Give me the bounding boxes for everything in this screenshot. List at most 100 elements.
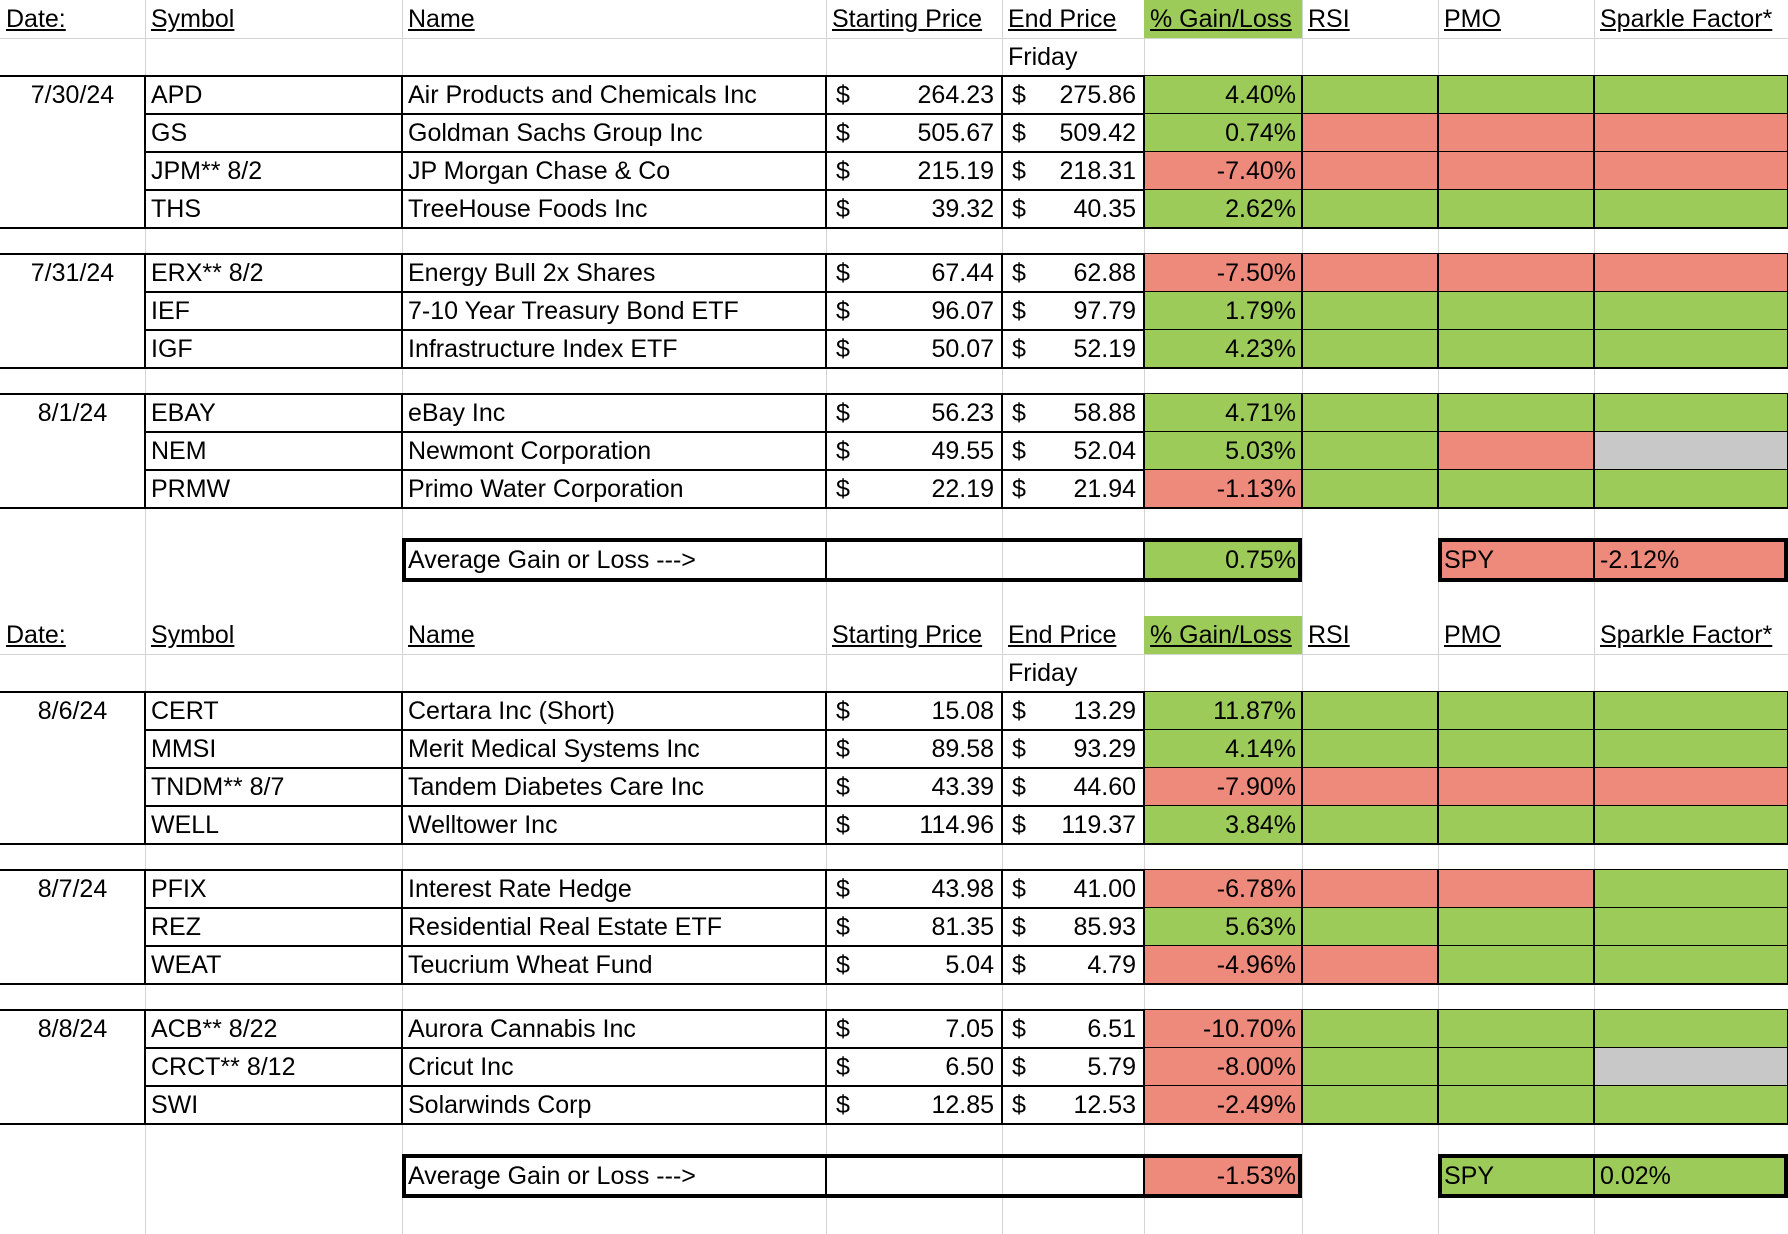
rsi-status-cell[interactable] xyxy=(1302,432,1438,470)
rsi-status-cell[interactable] xyxy=(1302,692,1438,730)
end-price-cell[interactable]: $275.86 xyxy=(1002,76,1144,114)
symbol-cell[interactable]: SWI xyxy=(151,1090,199,1119)
rsi-status-cell[interactable] xyxy=(1302,330,1438,368)
rsi-status-cell[interactable] xyxy=(1302,730,1438,768)
starting-price-cell[interactable]: $114.96 xyxy=(826,806,1002,844)
header-pmo[interactable]: PMO xyxy=(1444,620,1501,649)
end-price-cell[interactable]: $12.53 xyxy=(1002,1086,1144,1124)
pmo-status-cell[interactable] xyxy=(1438,394,1594,432)
spy-value[interactable]: -2.12% xyxy=(1594,538,1788,582)
pmo-status-cell[interactable] xyxy=(1438,292,1594,330)
pmo-status-cell[interactable] xyxy=(1438,768,1594,806)
header-pmo[interactable]: PMO xyxy=(1444,4,1501,33)
symbol-cell[interactable]: NEM xyxy=(151,436,207,465)
gain-loss-cell[interactable]: -4.96% xyxy=(1144,946,1302,984)
end-price-cell[interactable]: $218.31 xyxy=(1002,152,1144,190)
symbol-cell[interactable]: GS xyxy=(151,118,188,147)
spy-label[interactable]: SPY xyxy=(1438,538,1594,582)
sparkle-factor-status-cell[interactable] xyxy=(1594,1086,1788,1124)
starting-price-cell[interactable]: $43.39 xyxy=(826,768,1002,806)
sparkle-factor-status-cell[interactable] xyxy=(1594,330,1788,368)
symbol-cell[interactable]: MMSI xyxy=(151,734,217,763)
pmo-status-cell[interactable] xyxy=(1438,254,1594,292)
pmo-status-cell[interactable] xyxy=(1438,1010,1594,1048)
date-cell[interactable]: 8/8/24 xyxy=(37,1014,108,1043)
starting-price-cell[interactable]: $96.07 xyxy=(826,292,1002,330)
sparkle-factor-status-cell[interactable] xyxy=(1594,730,1788,768)
pmo-status-cell[interactable] xyxy=(1438,730,1594,768)
symbol-cell[interactable]: JPM** 8/2 xyxy=(151,156,263,185)
gain-loss-cell[interactable]: -7.50% xyxy=(1144,254,1302,292)
sparkle-factor-status-cell[interactable] xyxy=(1594,76,1788,114)
header-date[interactable]: Date: xyxy=(6,4,66,33)
starting-price-cell[interactable]: $264.23 xyxy=(826,76,1002,114)
name-cell[interactable]: Merit Medical Systems Inc xyxy=(408,734,700,763)
starting-price-cell[interactable]: $49.55 xyxy=(826,432,1002,470)
pmo-status-cell[interactable] xyxy=(1438,908,1594,946)
gain-loss-cell[interactable]: 4.71% xyxy=(1144,394,1302,432)
symbol-cell[interactable]: CRCT** 8/12 xyxy=(151,1052,296,1081)
name-cell[interactable]: Goldman Sachs Group Inc xyxy=(408,118,703,147)
pmo-status-cell[interactable] xyxy=(1438,470,1594,508)
end-price-cell[interactable]: $97.79 xyxy=(1002,292,1144,330)
end-price-cell[interactable]: $44.60 xyxy=(1002,768,1144,806)
symbol-cell[interactable]: ERX** 8/2 xyxy=(151,258,264,287)
starting-price-cell[interactable]: $7.05 xyxy=(826,1010,1002,1048)
name-cell[interactable]: Newmont Corporation xyxy=(408,436,652,465)
gain-loss-cell[interactable]: -2.49% xyxy=(1144,1086,1302,1124)
name-cell[interactable]: Teucrium Wheat Fund xyxy=(408,950,653,979)
pmo-status-cell[interactable] xyxy=(1438,190,1594,228)
gain-loss-cell[interactable]: 5.03% xyxy=(1144,432,1302,470)
rsi-status-cell[interactable] xyxy=(1302,114,1438,152)
name-cell[interactable]: Infrastructure Index ETF xyxy=(408,334,678,363)
rsi-status-cell[interactable] xyxy=(1302,768,1438,806)
starting-price-cell[interactable]: $81.35 xyxy=(826,908,1002,946)
gain-loss-cell[interactable]: 11.87% xyxy=(1144,692,1302,730)
name-cell[interactable]: Cricut Inc xyxy=(408,1052,514,1081)
end-price-cell[interactable]: $93.29 xyxy=(1002,730,1144,768)
header-end-price[interactable]: End Price xyxy=(1008,620,1117,649)
starting-price-cell[interactable]: $15.08 xyxy=(826,692,1002,730)
starting-price-cell[interactable]: $67.44 xyxy=(826,254,1002,292)
symbol-cell[interactable]: ACB** 8/22 xyxy=(151,1014,278,1043)
pmo-status-cell[interactable] xyxy=(1438,946,1594,984)
rsi-status-cell[interactable] xyxy=(1302,292,1438,330)
end-price-cell[interactable]: $40.35 xyxy=(1002,190,1144,228)
starting-price-cell[interactable]: $505.67 xyxy=(826,114,1002,152)
end-price-cell[interactable]: $6.51 xyxy=(1002,1010,1144,1048)
average-label[interactable]: Average Gain or Loss ---> xyxy=(408,1161,696,1190)
name-cell[interactable]: TreeHouse Foods Inc xyxy=(408,194,648,223)
gain-loss-cell[interactable]: 2.62% xyxy=(1144,190,1302,228)
starting-price-cell[interactable]: $215.19 xyxy=(826,152,1002,190)
header-gain-loss[interactable]: % Gain/Loss xyxy=(1144,616,1302,654)
gain-loss-cell[interactable]: 1.79% xyxy=(1144,292,1302,330)
starting-price-cell[interactable]: $56.23 xyxy=(826,394,1002,432)
spy-label[interactable]: SPY xyxy=(1438,1154,1594,1198)
rsi-status-cell[interactable] xyxy=(1302,1048,1438,1086)
pmo-status-cell[interactable] xyxy=(1438,806,1594,844)
date-cell[interactable]: 7/31/24 xyxy=(30,258,115,287)
name-cell[interactable]: Aurora Cannabis Inc xyxy=(408,1014,636,1043)
date-cell[interactable]: 8/1/24 xyxy=(37,398,108,427)
name-cell[interactable]: eBay Inc xyxy=(408,398,506,427)
header-symbol[interactable]: Symbol xyxy=(151,4,235,33)
sparkle-factor-status-cell[interactable] xyxy=(1594,114,1788,152)
subheader-friday[interactable]: Friday xyxy=(1008,658,1078,687)
symbol-cell[interactable]: REZ xyxy=(151,912,201,941)
name-cell[interactable]: JP Morgan Chase & Co xyxy=(408,156,671,185)
symbol-cell[interactable]: PRMW xyxy=(151,474,231,503)
gain-loss-cell[interactable]: 3.84% xyxy=(1144,806,1302,844)
header-name[interactable]: Name xyxy=(408,4,475,33)
gain-loss-cell[interactable]: 4.40% xyxy=(1144,76,1302,114)
average-label[interactable]: Average Gain or Loss ---> xyxy=(408,545,696,574)
name-cell[interactable]: Tandem Diabetes Care Inc xyxy=(408,772,704,801)
gain-loss-cell[interactable]: -10.70% xyxy=(1144,1010,1302,1048)
end-price-cell[interactable]: $62.88 xyxy=(1002,254,1144,292)
gain-loss-cell[interactable]: -1.13% xyxy=(1144,470,1302,508)
end-price-cell[interactable]: $4.79 xyxy=(1002,946,1144,984)
starting-price-cell[interactable]: $5.04 xyxy=(826,946,1002,984)
symbol-cell[interactable]: EBAY xyxy=(151,398,216,427)
pmo-status-cell[interactable] xyxy=(1438,432,1594,470)
rsi-status-cell[interactable] xyxy=(1302,806,1438,844)
rsi-status-cell[interactable] xyxy=(1302,908,1438,946)
